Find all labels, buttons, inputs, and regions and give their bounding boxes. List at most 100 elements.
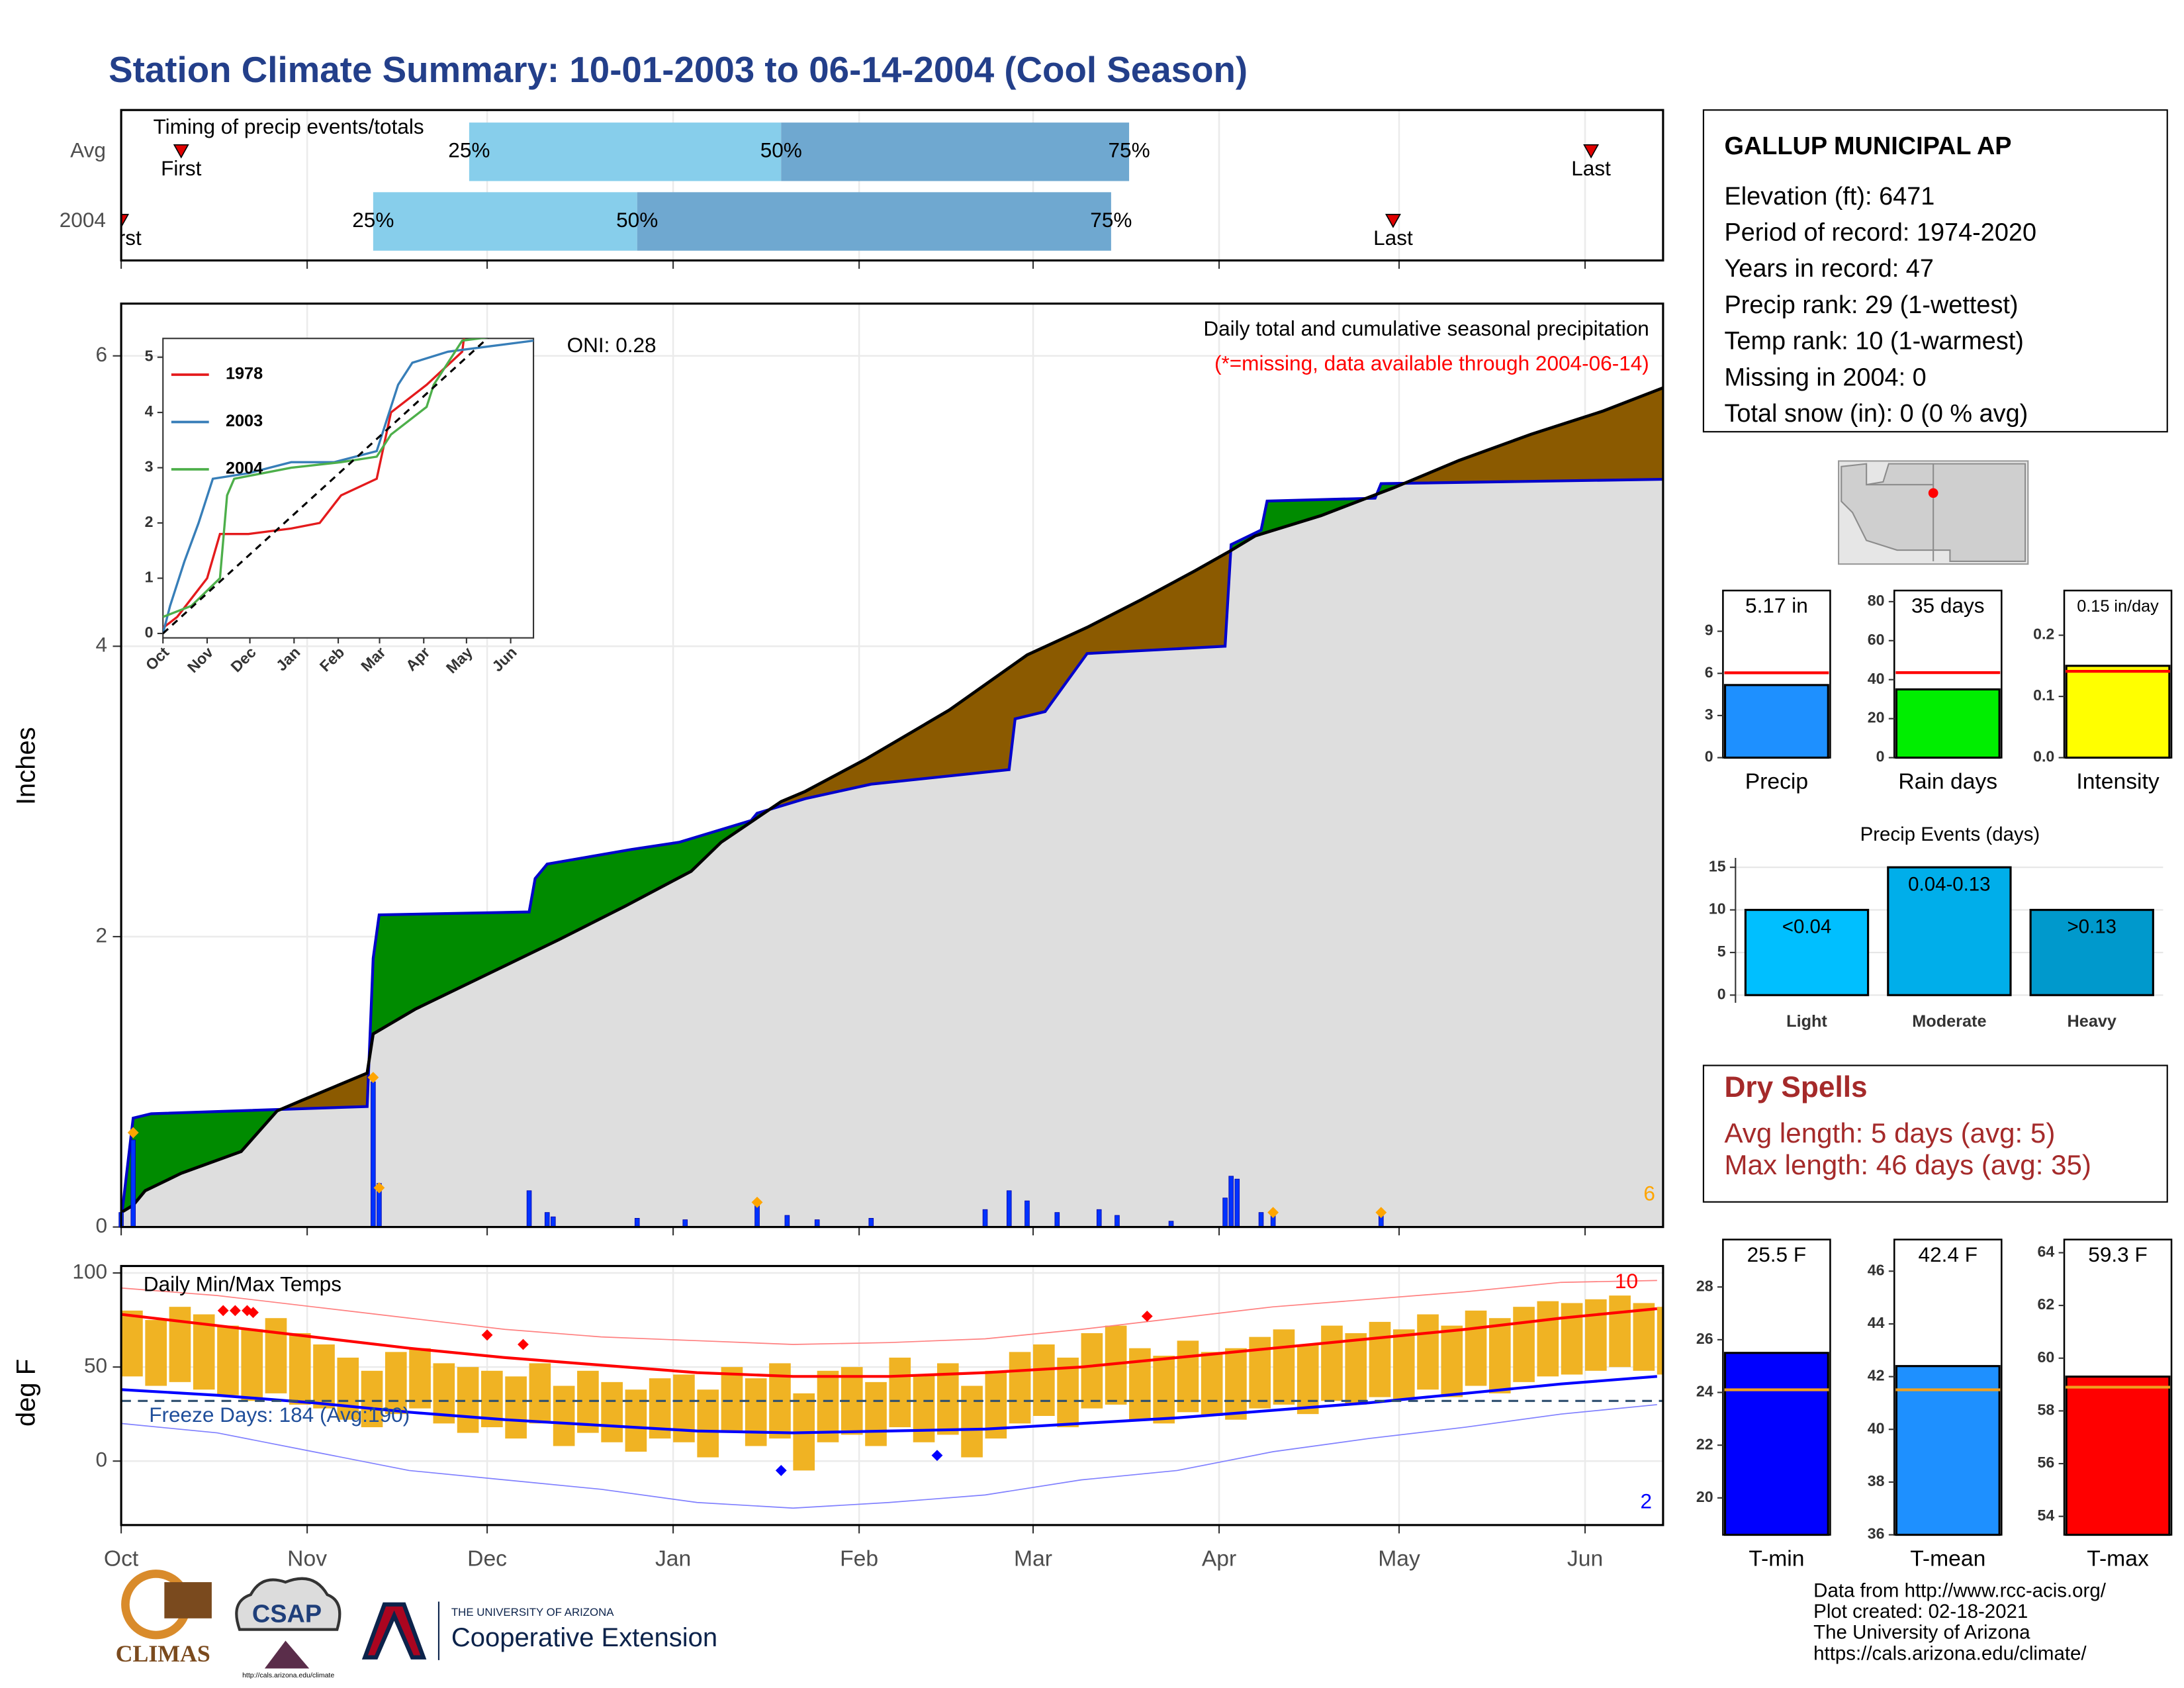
record-marker [217, 1305, 229, 1317]
row-label: 2004 [60, 208, 106, 232]
record-marker [518, 1338, 529, 1350]
timing-bar [373, 192, 637, 251]
record-max-line [121, 1280, 1657, 1345]
y-tick-label: 100 [72, 1259, 107, 1283]
y-tick-label: 0.0 [2033, 748, 2054, 765]
temp-range-bar [529, 1363, 551, 1424]
record-min-line [121, 1404, 1657, 1509]
page-title: Station Climate Summary: 10-01-2003 to 0… [109, 49, 1248, 90]
temp-range-bar [1465, 1310, 1487, 1386]
inset-line [163, 338, 488, 618]
y-tick-label: 28 [1696, 1277, 1713, 1294]
temp-range-bar [1633, 1303, 1655, 1371]
daily-bar [544, 1212, 550, 1228]
dry-line: Avg length: 5 days (avg: 5) [1724, 1117, 2055, 1149]
freeze-label: Freeze Days: 184 (Avg:190) [149, 1403, 410, 1427]
record-marker [229, 1305, 241, 1317]
daily-bar [682, 1219, 688, 1228]
percent-label: 75% [1108, 138, 1150, 162]
dry-title: Dry Spells [1724, 1071, 1867, 1103]
inset-y-tick: 2 [145, 513, 154, 530]
precip-title: Daily total and cumulative seasonal prec… [1203, 316, 1649, 340]
category-label: T-mean [1910, 1546, 1985, 1571]
temp-range-bar [241, 1329, 263, 1401]
daily-bar [1096, 1209, 1102, 1228]
legend-label: 2003 [226, 412, 263, 430]
temp-range-bar [1441, 1325, 1463, 1397]
daily-bar [784, 1215, 790, 1228]
temp-range-bar [1585, 1299, 1607, 1371]
timing-bar [469, 122, 782, 181]
y-tick-label: 36 [1868, 1525, 1885, 1542]
y-tick-label: 0.1 [2033, 686, 2054, 704]
dry-spells-box: Dry Spells [1702, 1064, 2168, 1203]
y-tick-label: 62 [2038, 1295, 2055, 1313]
snow-marker [373, 1182, 385, 1194]
y-tick-label: 24 [1696, 1383, 1713, 1400]
temp-range-bar [601, 1382, 623, 1442]
value-label: 59.3 F [2088, 1243, 2147, 1266]
y-tick-label: 60 [1868, 631, 1885, 648]
oni-label: ONI: 0.28 [567, 333, 657, 357]
y-tick-label: 22 [1696, 1435, 1713, 1452]
inset-panel [162, 338, 535, 639]
percent-label: 50% [616, 208, 658, 232]
temp-range-bar [1609, 1295, 1631, 1368]
y-tick-label: 15 [1709, 857, 1726, 874]
daily-bar [1006, 1190, 1012, 1228]
average-line [120, 477, 1663, 1220]
y-tick-label: 58 [2038, 1401, 2055, 1418]
marker-label: Last [1571, 156, 1611, 180]
timing-marker [173, 144, 189, 159]
temp-range-bar [1129, 1348, 1151, 1420]
daily-bar [551, 1216, 556, 1228]
csap-url: http://cals.arizona.edu/climate [242, 1671, 334, 1679]
y-tick-label: 9 [1705, 622, 1713, 639]
y-tick-label: 2 [96, 923, 108, 947]
x-tick-label: Jun [1567, 1546, 1603, 1571]
csap-mountain [264, 1640, 310, 1669]
stat-bar [1895, 688, 2001, 759]
stat-bar [1895, 1365, 2001, 1536]
marker-label: Last [1373, 226, 1413, 250]
y-tick-label: 38 [1868, 1472, 1885, 1489]
y-tick-label: 0 [96, 1448, 108, 1472]
y-tick-label: 3 [1705, 706, 1713, 723]
temp-frame [120, 1264, 1664, 1526]
daily-bar [814, 1219, 820, 1228]
stat-bar [1723, 684, 1829, 759]
station-frame [1702, 109, 2168, 433]
footer-line: The University of Arizona [1813, 1622, 2030, 1644]
category-label: T-max [2087, 1546, 2149, 1571]
common-fill [121, 479, 1663, 1227]
event-bar [1744, 908, 1870, 996]
temp-range-bar [145, 1320, 167, 1386]
temp-range-bar [1033, 1344, 1055, 1417]
csap-text: CSAP [252, 1601, 322, 1628]
station-line: Elevation (ft): 6471 [1724, 183, 1934, 211]
y-tick-label: 54 [2038, 1507, 2055, 1524]
y-tick-label: 10 [1709, 900, 1726, 917]
temp-range-bar [409, 1348, 431, 1409]
temp-range-bar [505, 1376, 527, 1439]
trend-line [163, 338, 489, 635]
climas-block [164, 1582, 212, 1618]
legend-label: 2004 [226, 459, 263, 478]
stat-bar [2065, 1376, 2171, 1536]
y-tick-label: 64 [2038, 1243, 2055, 1260]
temp-range-bar [1297, 1344, 1319, 1415]
inset-lines [163, 338, 534, 635]
daily-bar [1228, 1176, 1234, 1228]
station-line: Precip rank: 29 (1-wettest) [1724, 291, 2018, 319]
university-text: THE UNIVERSITY OF ARIZONA [451, 1606, 614, 1618]
temp-range-bar [1225, 1348, 1247, 1420]
record-marker [931, 1450, 943, 1462]
value-label: 42.4 F [1919, 1243, 1978, 1266]
snow-count: 6 [1643, 1182, 1655, 1205]
temp-range-bar [1417, 1314, 1439, 1390]
temp-range-bar [1009, 1352, 1031, 1424]
y-tick-label: 40 [1868, 1419, 1885, 1436]
inset-y-tick: 1 [145, 569, 154, 586]
y-tick-label: 80 [1868, 592, 1885, 609]
